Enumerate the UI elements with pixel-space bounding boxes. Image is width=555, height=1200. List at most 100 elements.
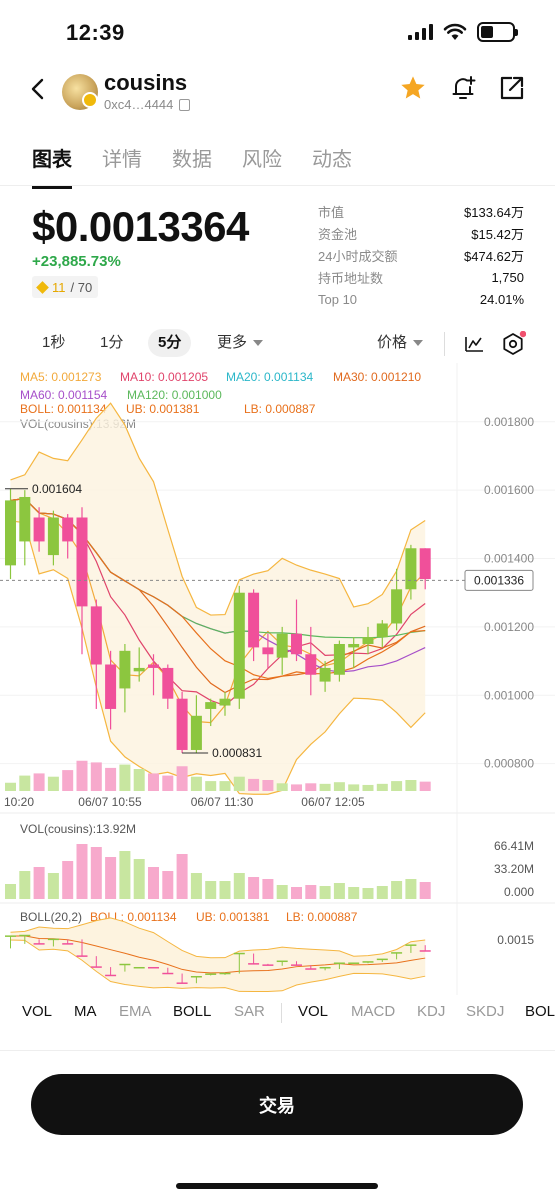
- tab-risk[interactable]: 风险: [242, 149, 282, 171]
- high-price-label: 0.001604: [32, 482, 82, 496]
- star-icon[interactable]: [399, 74, 427, 102]
- stat-label: 24小时成交额: [318, 248, 398, 264]
- y-tick-label: 0.001400: [484, 552, 534, 566]
- settings-icon[interactable]: [500, 331, 526, 357]
- bell-add-icon[interactable]: [449, 74, 477, 102]
- indicator-vol[interactable]: VOL: [22, 1003, 53, 1020]
- volume-bar: [5, 782, 16, 791]
- indicator-boll[interactable]: BOLL: [173, 1003, 212, 1020]
- sub-volume-bar: [148, 867, 159, 899]
- volume-bar: [33, 773, 45, 791]
- indicator-ema[interactable]: EMA: [119, 1003, 152, 1020]
- trade-button[interactable]: 交易: [31, 1074, 523, 1135]
- y-tick-label: 0.001000: [484, 688, 534, 702]
- candle-body: [105, 664, 117, 709]
- indicator-bar: VOL MA EMA BOLL SAR VOL MACD KDJ SKDJ BO…: [0, 995, 555, 1029]
- interval-1m[interactable]: 1分: [100, 334, 124, 351]
- copy-icon[interactable]: [179, 98, 191, 111]
- interval-more[interactable]: 更多: [207, 329, 273, 357]
- indicator-separator: [281, 1003, 282, 1023]
- indicator-sub-vol[interactable]: VOL: [298, 1003, 329, 1020]
- x-tick-label: 06/07 11:30: [191, 795, 254, 809]
- stat-row: 24小时成交额 $474.62万: [318, 244, 524, 266]
- tab-data[interactable]: 数据: [172, 149, 212, 171]
- price-mode-select[interactable]: 价格: [367, 329, 433, 357]
- rank-total: / 70: [70, 279, 93, 295]
- volume-bar: [391, 781, 403, 791]
- indicator-ma[interactable]: MA: [74, 1003, 97, 1020]
- legend-ma5: MA5: 0.001273: [20, 370, 102, 384]
- volume-bar: [76, 760, 88, 791]
- bollinger-lower-line: [10, 520, 426, 795]
- volume-bar: [90, 762, 102, 791]
- stat-value: 1,750: [491, 269, 524, 285]
- sub-volume-bar: [405, 879, 417, 899]
- indicator-chart-icon[interactable]: [463, 333, 485, 355]
- rank-number: 11: [52, 279, 66, 295]
- sub-volume-bar: [190, 873, 202, 899]
- sub-volume-bar: [305, 885, 317, 899]
- price-chart[interactable]: MA5: 0.001273 MA10: 0.001205 MA20: 0.001…: [0, 363, 555, 995]
- indicator-macd[interactable]: MACD: [351, 1003, 396, 1020]
- volume-bar: [176, 766, 188, 791]
- bollinger-band-fill: [10, 403, 426, 795]
- interval-1s[interactable]: 1秒: [42, 334, 66, 351]
- rank-badge[interactable]: 11 / 70: [32, 276, 99, 298]
- stat-row: Top 10 24.01%: [318, 288, 524, 310]
- sub-volume-bar: [348, 887, 360, 899]
- tab-details[interactable]: 详情: [102, 149, 142, 171]
- legend-ma120: MA120: 0.001000: [127, 388, 222, 402]
- candle-body: [419, 548, 431, 580]
- stat-label: 持币地址数: [318, 270, 384, 286]
- legend-lb: LB: 0.000887: [244, 402, 316, 416]
- interval-5m[interactable]: 5分: [148, 329, 192, 357]
- candle-body: [19, 496, 31, 542]
- stat-row: 资金池 $15.42万: [318, 222, 524, 244]
- share-icon[interactable]: [499, 75, 525, 101]
- candle-body: [148, 664, 159, 668]
- indicator-kdj[interactable]: KDJ: [417, 1003, 446, 1020]
- legend-ub: UB: 0.001381: [126, 402, 200, 416]
- indicator-sub-boll[interactable]: BOL: [525, 1003, 555, 1020]
- boll-sub-lower: [10, 939, 426, 993]
- candle-body: [248, 592, 260, 648]
- candle-body: [348, 643, 360, 648]
- volume-bar: [162, 775, 174, 791]
- legend-boll: BOLL: 0.001134: [20, 402, 107, 416]
- boll-tick-label: 0.0015: [497, 933, 534, 947]
- volume-bar: [148, 773, 159, 791]
- sub-volume-bar: [133, 859, 145, 899]
- sub-volume-bar: [119, 851, 131, 899]
- candle-body: [391, 589, 403, 624]
- candle-body: [190, 715, 202, 750]
- candle-body: [219, 698, 231, 706]
- y-tick-label: 0.001600: [484, 483, 534, 497]
- vol-tick-label: 0.000: [504, 885, 534, 899]
- bollinger-upper-line: [10, 402, 426, 616]
- legend-ma30: MA30: 0.001210: [333, 370, 421, 384]
- candle-body: [205, 702, 217, 709]
- indicator-skdj[interactable]: SKDJ: [466, 1003, 505, 1020]
- market-stats: 市值 $133.64万 资金池 $15.42万 24小时成交额 $474.62万 持币…: [318, 200, 524, 310]
- chart-legend: MA5: 0.001273 MA10: 0.001205 MA20: 0.001…: [20, 370, 421, 431]
- status-icons: [408, 22, 518, 42]
- tab-chart[interactable]: 图表: [32, 143, 72, 189]
- sub-volume-bar: [333, 883, 345, 899]
- volume-bar: [105, 767, 117, 791]
- x-tick-label: 10:20: [4, 795, 34, 809]
- boll-panel-lb: LB: 0.000887: [286, 910, 358, 924]
- volume-bar: [233, 776, 245, 791]
- back-icon[interactable]: [24, 74, 54, 104]
- vol-tick-label: 33.20M: [494, 862, 534, 876]
- volume-bar: [348, 784, 360, 791]
- candle-body: [176, 698, 188, 750]
- sub-volume-bar: [233, 873, 245, 899]
- token-address[interactable]: 0xc4…4444: [104, 97, 191, 112]
- volume-bar: [190, 776, 202, 791]
- tab-activity[interactable]: 动态: [312, 149, 352, 171]
- candle-body: [276, 633, 288, 658]
- candle-body: [90, 606, 102, 665]
- indicator-sar[interactable]: SAR: [234, 1003, 265, 1020]
- sub-volume-bar: [419, 882, 431, 899]
- x-tick-label: 06/07 12:05: [301, 795, 365, 809]
